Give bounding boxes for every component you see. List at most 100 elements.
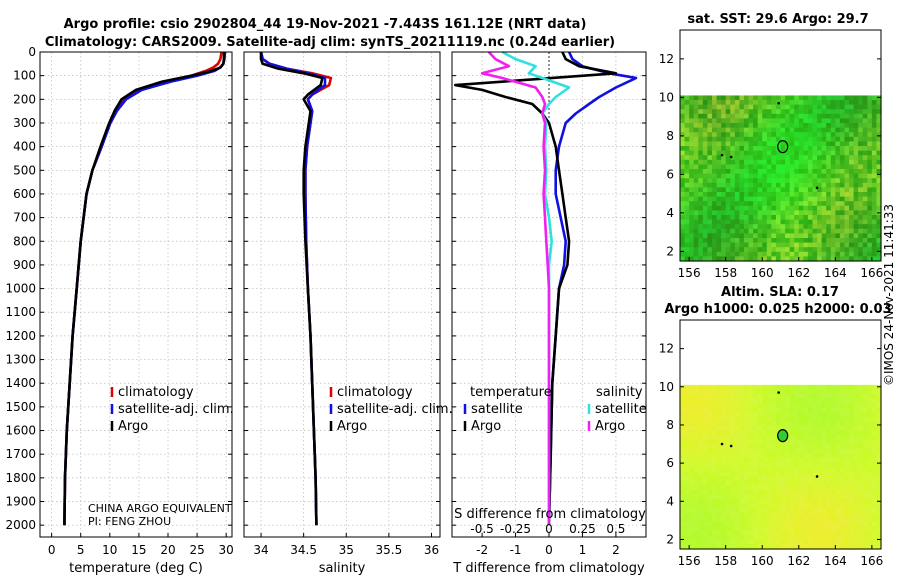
heatmap-cell xyxy=(762,453,768,459)
map-y-tick-label: 4 xyxy=(666,206,674,220)
heatmap-cell xyxy=(785,517,791,523)
heatmap-cell xyxy=(725,544,731,550)
heatmap-cell xyxy=(721,123,727,129)
heatmap-cell xyxy=(858,398,864,404)
heatmap-cell xyxy=(789,187,795,193)
heatmap-cell xyxy=(835,471,841,477)
heatmap-cell xyxy=(766,485,772,491)
heatmap-cell xyxy=(707,215,713,221)
heatmap-cell xyxy=(739,471,745,477)
heatmap-cell xyxy=(876,173,882,179)
heatmap-cell xyxy=(725,498,731,505)
heatmap-cell xyxy=(812,127,818,133)
heatmap-cell xyxy=(862,421,868,427)
heatmap-cell xyxy=(844,127,850,133)
heatmap-cell xyxy=(867,389,873,395)
heatmap-cell xyxy=(702,178,709,184)
heatmap-cell xyxy=(693,539,699,546)
heatmap-cell xyxy=(693,507,699,514)
heatmap-cell xyxy=(830,173,836,179)
heatmap-cell xyxy=(817,539,823,546)
heatmap-cell xyxy=(693,494,699,500)
heatmap-cell xyxy=(766,535,772,541)
heatmap-cell xyxy=(757,526,763,532)
heatmap-cell xyxy=(693,462,699,468)
heatmap-cell xyxy=(693,425,699,432)
heatmap-cell xyxy=(762,95,768,101)
heatmap-cell xyxy=(716,544,722,550)
heatmap-cell xyxy=(849,224,855,230)
heatmap-cell xyxy=(780,205,786,212)
heatmap-cell xyxy=(780,407,786,413)
heatmap-cell xyxy=(835,219,841,225)
heatmap-cell xyxy=(689,462,695,468)
heatmap-cell xyxy=(839,247,846,253)
heatmap-cell xyxy=(757,384,763,391)
heatmap-cell xyxy=(762,228,768,235)
heatmap-cell xyxy=(716,485,722,491)
heatmap-cell xyxy=(826,535,832,541)
heatmap-cell xyxy=(743,403,750,409)
heatmap-cell xyxy=(730,457,736,463)
heatmap-cell xyxy=(743,439,750,445)
heatmap-cell xyxy=(743,127,750,133)
heatmap-cell xyxy=(753,462,759,468)
heatmap-cell xyxy=(698,155,704,161)
heatmap-cell xyxy=(785,201,791,207)
heatmap-cell xyxy=(721,113,727,120)
heatmap-cell xyxy=(803,503,809,509)
heatmap-cell xyxy=(743,512,750,518)
heatmap-cell xyxy=(766,136,772,143)
heatmap-cell xyxy=(716,535,722,541)
heatmap-cell xyxy=(748,530,754,536)
heatmap-cell xyxy=(844,517,850,523)
heatmap-cell xyxy=(844,178,850,184)
heatmap-cell xyxy=(858,169,864,175)
heatmap-cell xyxy=(849,182,855,189)
heatmap-cell xyxy=(876,435,882,441)
heatmap-cell xyxy=(711,498,718,505)
heatmap-cell xyxy=(839,233,846,239)
heatmap-cell xyxy=(835,164,841,170)
heatmap-cell xyxy=(867,251,873,257)
heatmap-cell xyxy=(789,155,795,161)
heatmap-cell xyxy=(702,215,709,221)
heatmap-cell xyxy=(743,412,750,418)
heatmap-cell xyxy=(807,169,814,175)
heatmap-cell xyxy=(775,169,782,175)
heatmap-cell xyxy=(821,192,827,198)
heatmap-cell xyxy=(762,539,768,546)
heatmap-cell xyxy=(803,256,809,262)
heatmap-cell xyxy=(853,219,859,225)
heatmap-cell xyxy=(807,251,814,257)
heatmap-cell xyxy=(849,127,855,133)
heatmap-cell xyxy=(862,521,868,527)
heatmap-cell xyxy=(876,466,882,473)
heatmap-cell xyxy=(689,164,695,170)
heatmap-cell xyxy=(821,444,827,450)
heatmap-cell xyxy=(707,498,713,505)
heatmap-cell xyxy=(743,462,750,468)
sla-map-markers xyxy=(720,391,819,478)
heatmap-cell xyxy=(748,517,754,523)
heatmap-cell xyxy=(716,242,722,248)
heatmap-cell xyxy=(862,439,868,445)
heatmap-cell xyxy=(748,421,754,427)
heatmap-cell xyxy=(757,439,763,445)
heatmap-cell xyxy=(830,457,836,463)
heatmap-cell xyxy=(826,196,832,202)
heatmap-cell xyxy=(757,256,763,262)
heatmap-cell xyxy=(725,113,731,120)
heatmap-cell xyxy=(839,421,846,427)
heatmap-cell xyxy=(762,530,768,536)
heatmap-cell xyxy=(839,251,846,257)
heatmap-cell xyxy=(698,503,704,509)
heatmap-cell xyxy=(780,127,786,133)
heatmap-cell xyxy=(807,210,814,216)
heatmap-cell xyxy=(757,219,763,225)
heatmap-cell xyxy=(849,448,855,454)
heatmap-cell xyxy=(871,539,878,546)
heatmap-cell xyxy=(693,526,699,532)
heatmap-cell xyxy=(849,146,855,152)
heatmap-cell xyxy=(803,462,809,468)
